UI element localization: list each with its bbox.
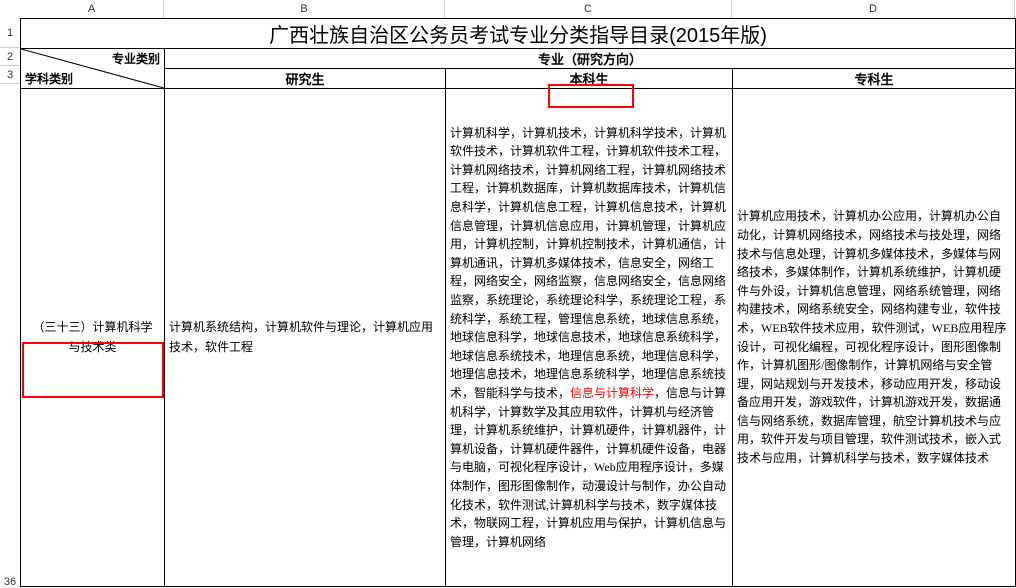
cell-undergrad[interactable]: 计算机科学，计算机技术，计算机科学技术，计算机软件技术，计算机软件工程，计算机软…: [446, 89, 733, 587]
col-header-d[interactable]: D: [732, 0, 1015, 18]
column-headers: A B C D: [20, 0, 1015, 18]
sub-head-b: 研究生: [165, 69, 446, 89]
col-header-a[interactable]: A: [20, 0, 164, 18]
diag-bottom-label: 学科类别: [25, 70, 73, 87]
col-header-b[interactable]: B: [164, 0, 445, 18]
sub-header-row: 研究生 本科生 专科生: [21, 69, 1016, 89]
cell-category[interactable]: （三十三）计算机科学与技术类: [21, 89, 165, 587]
c-post: ，信息与计算机科学，计算数学及其应用软件，计算机与经济管理，计算机系统维护，计算…: [450, 386, 726, 549]
c-red: 信息与计算科学: [570, 386, 654, 400]
c-pre: 计算机科学，计算机技术，计算机科学技术，计算机软件技术，计算机软件工程，计算机软…: [450, 126, 726, 400]
page-title: 广西壮族自治区公务员考试专业分类指导目录(2015年版): [21, 19, 1016, 49]
sub-head-c: 本科生: [446, 69, 733, 89]
cell-junior[interactable]: 计算机应用技术，计算机办公应用，计算机办公自动化，计算机网络技术，网络技术与技处…: [733, 89, 1016, 587]
spreadsheet-table: 广西壮族自治区公务员考试专业分类指导目录(2015年版) 专业类别 学科类别 专…: [20, 18, 1016, 587]
cell-graduate[interactable]: 计算机系统结构，计算机软件与理论，计算机应用技术，软件工程: [165, 89, 446, 587]
diag-top-label: 专业类别: [112, 50, 160, 67]
row-header-3[interactable]: 3: [0, 66, 20, 84]
title-row: 广西壮族自治区公务员考试专业分类指导目录(2015年版): [21, 19, 1016, 49]
sub-head-d: 专科生: [733, 69, 1016, 89]
merged-header: 专业（研究方向）: [165, 49, 1016, 69]
col-header-c[interactable]: C: [445, 0, 732, 18]
row-header-36[interactable]: 36: [0, 576, 20, 588]
content-row: （三十三）计算机科学与技术类 计算机系统结构，计算机软件与理论，计算机应用技术，…: [21, 89, 1016, 587]
row-headers: 1 2 3: [0, 18, 20, 84]
row-header-2[interactable]: 2: [0, 48, 20, 66]
header-row-merged: 专业类别 学科类别 专业（研究方向）: [21, 49, 1016, 69]
row-header-1[interactable]: 1: [0, 18, 20, 48]
diagonal-header-cell: 专业类别 学科类别: [21, 49, 165, 89]
